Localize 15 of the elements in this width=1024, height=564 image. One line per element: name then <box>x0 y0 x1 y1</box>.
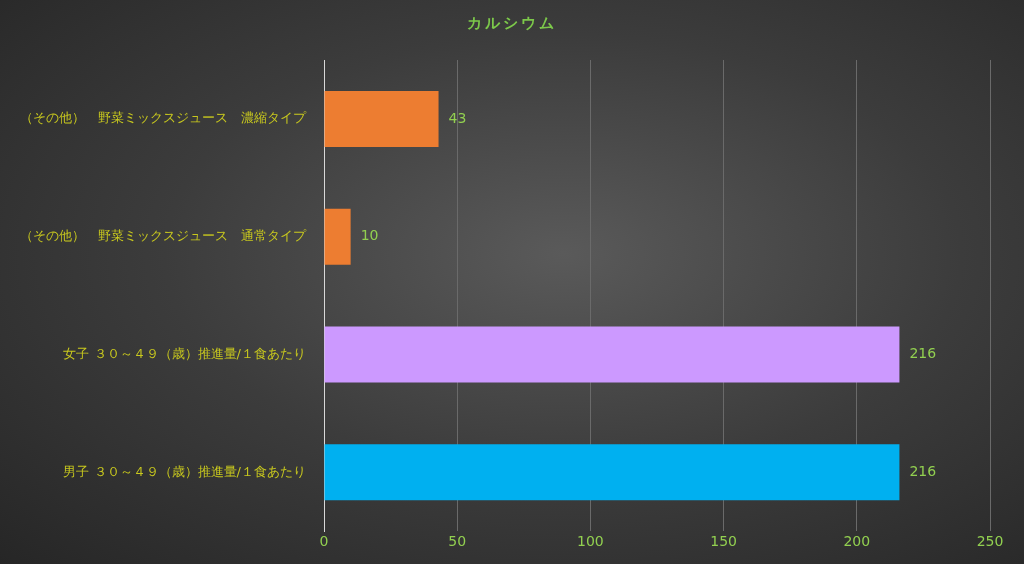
y-tick-label: 男子 ３０～４９（歳）推進量/１食あたり <box>63 463 306 479</box>
data-label: 10 <box>360 227 379 244</box>
x-tick-label: 200 <box>843 533 871 550</box>
data-label: 43 <box>448 109 467 126</box>
x-tick-label: 150 <box>710 533 737 550</box>
x-tick-label: 100 <box>577 533 604 550</box>
x-tick-label: 250 <box>976 533 1004 550</box>
data-label: 216 <box>909 345 937 362</box>
y-tick-label: （その他） 野菜ミックスジュース 濃縮タイプ <box>20 110 307 126</box>
data-label: 216 <box>909 462 937 479</box>
x-tick-label: 50 <box>448 533 467 550</box>
y-tick-label: 女子 ３０～４９（歳）推進量/１食あたり <box>63 345 306 361</box>
x-tick-label: 0 <box>319 533 329 550</box>
chart-title: カルシウム <box>466 14 558 33</box>
y-tick-label: （その他） 野菜ミックスジュース 通常タイプ <box>20 228 307 244</box>
